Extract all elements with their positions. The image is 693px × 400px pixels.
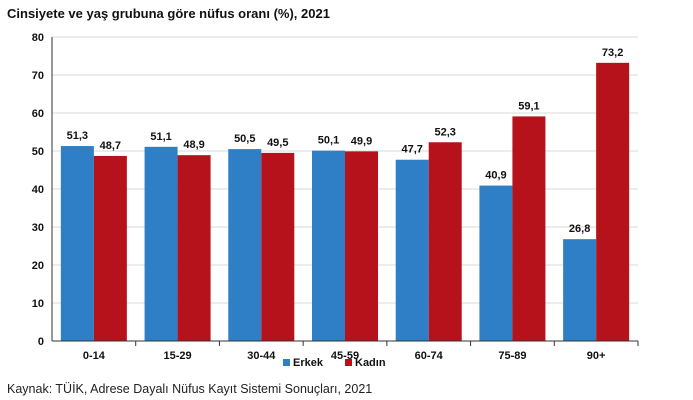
y-tick-label: 10	[32, 298, 44, 310]
data-label: 48,9	[183, 139, 204, 151]
bar	[395, 159, 429, 341]
bar	[177, 155, 211, 341]
data-label: 52,3	[435, 126, 456, 138]
data-label: 51,3	[67, 130, 88, 142]
source-note: Kaynak: TÜİK, Adrese Dayalı Nüfus Kayıt …	[7, 382, 373, 396]
y-tick-label: 50	[32, 146, 44, 158]
bar	[228, 149, 262, 341]
legend-swatch	[345, 359, 352, 366]
bar	[563, 239, 597, 341]
data-label: 51,1	[150, 131, 171, 143]
data-label: 50,1	[318, 135, 339, 147]
data-label: 49,9	[351, 135, 372, 147]
y-tick-label: 20	[32, 260, 44, 272]
data-label: 48,7	[100, 140, 121, 152]
bar-chart: 0 10 20 30 40 50 60 70 80 51,3 48,7 51,1 48,9 50,5 49…	[32, 32, 639, 369]
y-tick-label: 80	[32, 32, 44, 44]
data-label: 47,7	[402, 144, 423, 156]
x-category-label: 75-89	[498, 350, 526, 362]
x-category-label: 30-44	[247, 350, 276, 362]
x-category-label: 45-59	[331, 350, 359, 362]
bar	[428, 142, 462, 341]
bar	[60, 146, 94, 341]
y-axis: 0 10 20 30 40 50 60 70 80	[32, 32, 53, 348]
data-label: 50,5	[234, 133, 255, 145]
data-labels: 51,3 48,7 51,1 48,9 50,5 49,5 50,1 49,9 47,7 52,3…	[67, 47, 624, 235]
legend: Erkek Kadın	[283, 357, 386, 369]
legend-label: Erkek	[293, 357, 324, 369]
legend-swatch	[283, 359, 290, 366]
bar	[144, 146, 178, 341]
y-tick-label: 70	[32, 70, 44, 82]
data-label: 40,9	[485, 170, 506, 182]
bar	[345, 151, 378, 341]
data-label: 73,2	[602, 47, 623, 59]
data-label: 26,8	[569, 223, 590, 235]
y-tick-label: 40	[32, 184, 44, 196]
y-tick-label: 30	[32, 222, 44, 234]
bar	[479, 185, 513, 341]
bar	[512, 116, 546, 341]
y-tick-label: 60	[32, 108, 44, 120]
bar	[596, 62, 630, 342]
bar	[312, 150, 345, 341]
x-category-label: 0-14	[83, 350, 106, 362]
data-label: 49,5	[267, 137, 288, 149]
bars	[60, 62, 630, 342]
bar	[93, 155, 127, 341]
x-category-label: 15-29	[164, 350, 192, 362]
x-axis: 0-14 15-29 30-44 45-59 60-74 75-89 90+	[52, 340, 639, 362]
y-tick-label: 0	[38, 336, 44, 348]
data-label: 59,1	[518, 100, 539, 112]
x-category-label: 90+	[587, 350, 606, 362]
chart-title: Cinsiyete ve yaş grubuna göre nüfus oran…	[7, 6, 330, 21]
x-category-label: 60-74	[415, 350, 444, 362]
legend-label: Kadın	[355, 357, 386, 369]
bar	[261, 152, 295, 341]
